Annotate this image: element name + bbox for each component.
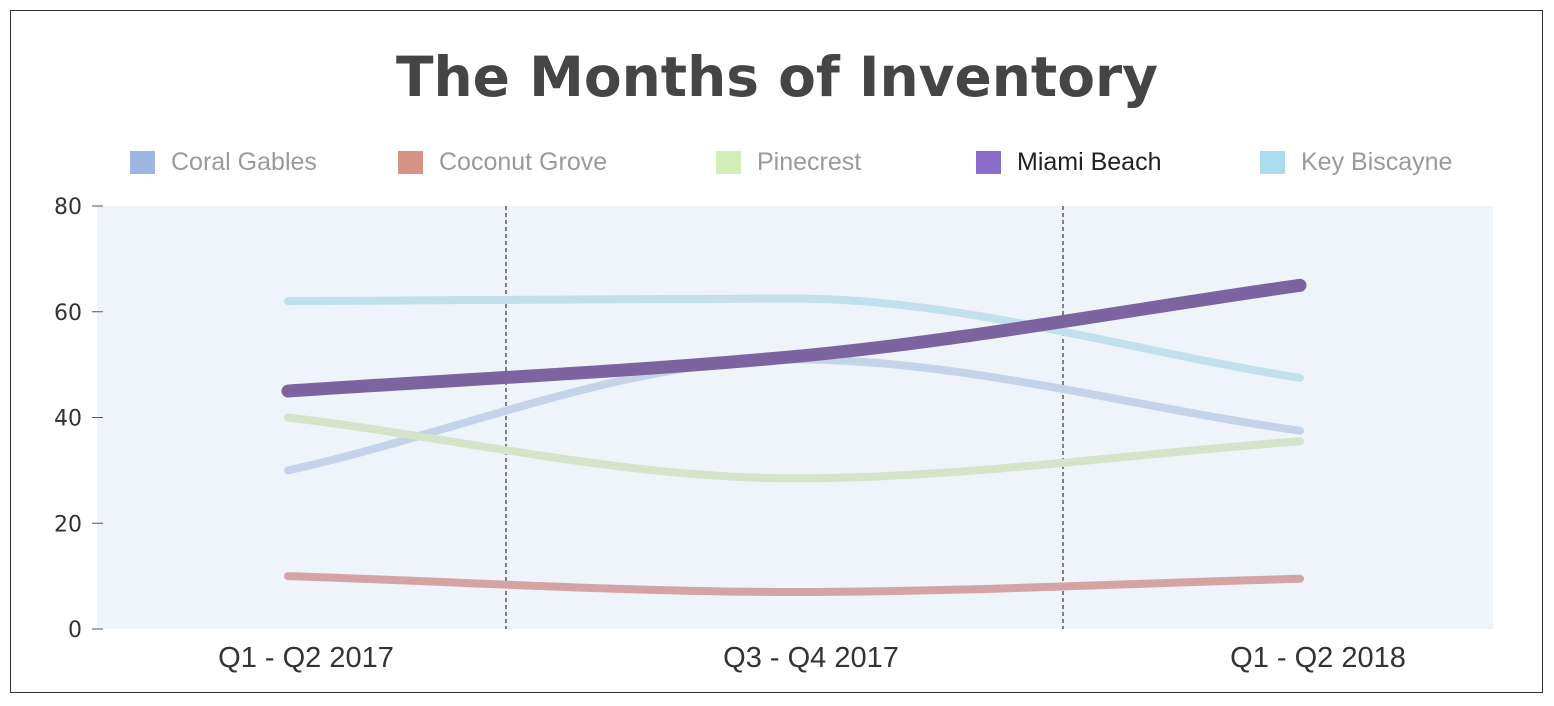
plot-background bbox=[97, 206, 1493, 629]
y-tick-label-80: 80 bbox=[54, 195, 82, 220]
series-line-key-biscayne bbox=[284, 294, 1304, 382]
legend-swatch bbox=[716, 150, 741, 174]
x-tick-label-q1-q2-2018: Q1 - Q2 2018 bbox=[1230, 642, 1406, 674]
series-line-coconut-grove bbox=[284, 572, 1304, 596]
x-tick-label-q1-q2-2017: Q1 - Q2 2017 bbox=[218, 642, 394, 674]
y-tick-label-60: 60 bbox=[54, 301, 82, 326]
legend-swatch bbox=[130, 150, 155, 174]
legend-swatch bbox=[976, 150, 1001, 174]
legend-label: Coconut Grove bbox=[439, 147, 608, 176]
legend-label: Pinecrest bbox=[757, 147, 862, 176]
legend-item-miami-beach[interactable]: Miami Beach bbox=[976, 147, 1162, 177]
legend-item-coral-gables[interactable]: Coral Gables bbox=[130, 147, 317, 177]
legend-label: Key Biscayne bbox=[1301, 147, 1453, 176]
legend-label: Coral Gables bbox=[171, 147, 317, 176]
series-line-pinecrest bbox=[284, 413, 1304, 483]
series-line-miami-beach bbox=[281, 278, 1307, 398]
legend-label: Miami Beach bbox=[1017, 147, 1162, 176]
legend-item-key-biscayne[interactable]: Key Biscayne bbox=[1260, 147, 1452, 177]
x-tick-label-q3-q4-2017: Q3 - Q4 2017 bbox=[723, 642, 899, 674]
y-tick-label-40: 40 bbox=[54, 407, 82, 432]
y-tick-label-0: 0 bbox=[68, 618, 82, 643]
legend-item-coconut-grove[interactable]: Coconut Grove bbox=[398, 147, 607, 177]
chart-title: The Months of Inventory bbox=[396, 45, 1158, 109]
legend-item-pinecrest[interactable]: Pinecrest bbox=[716, 147, 861, 177]
legend-swatch bbox=[398, 150, 423, 174]
y-tick-label-20: 20 bbox=[54, 512, 82, 537]
legend-swatch bbox=[1260, 150, 1285, 174]
